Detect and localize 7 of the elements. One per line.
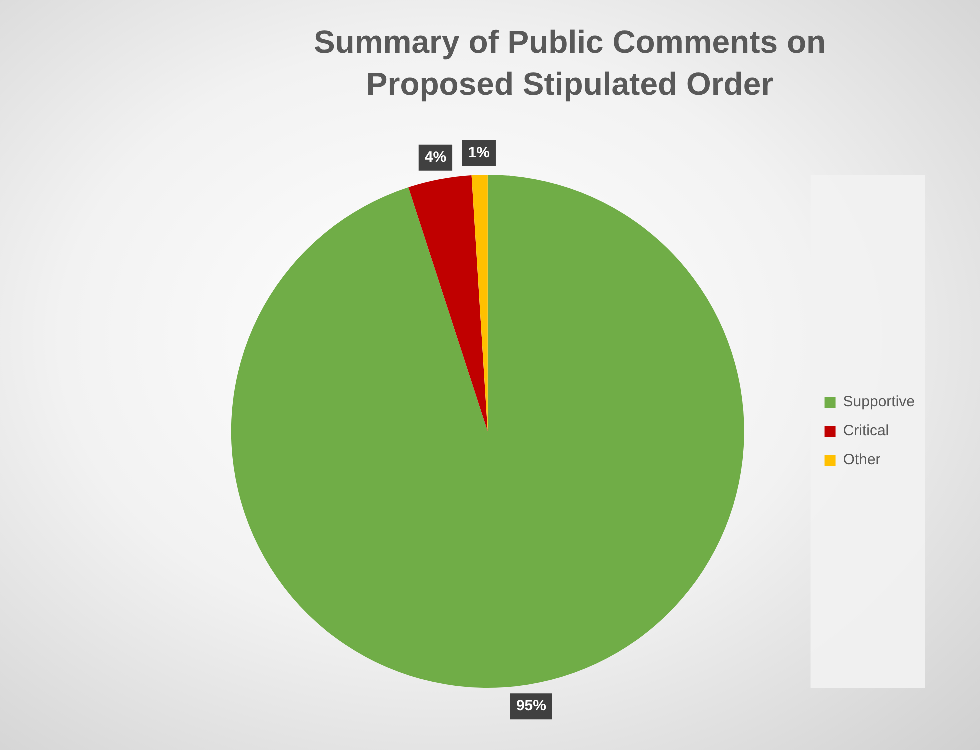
legend-label: Supportive	[843, 394, 916, 411]
data-label: 1%	[468, 144, 490, 162]
legend-label: Critical	[843, 422, 890, 440]
data-label: 4%	[424, 149, 447, 166]
data-label: 95%	[516, 698, 546, 715]
chart-title: Summary of Public Comments on Proposed Stipulated Order	[312, 23, 828, 104]
legend-label: Other	[843, 452, 881, 469]
